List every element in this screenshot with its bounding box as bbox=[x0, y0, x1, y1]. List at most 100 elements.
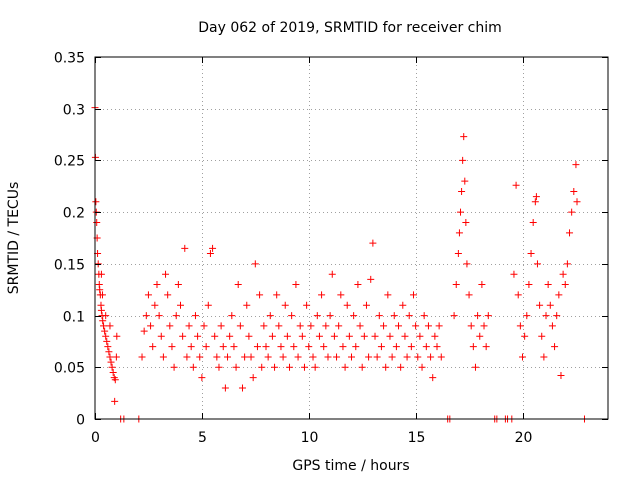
data-point bbox=[532, 193, 540, 201]
data-point bbox=[271, 363, 279, 371]
data-point bbox=[305, 343, 313, 351]
data-point bbox=[166, 322, 174, 330]
data-point bbox=[365, 353, 373, 361]
data-point bbox=[213, 353, 221, 361]
data-point bbox=[215, 363, 223, 371]
data-point bbox=[253, 343, 261, 351]
data-point bbox=[245, 332, 253, 340]
data-point bbox=[463, 260, 471, 268]
data-point bbox=[345, 332, 353, 340]
data-point bbox=[309, 353, 317, 361]
data-point bbox=[437, 353, 445, 361]
data-point bbox=[194, 332, 202, 340]
data-point bbox=[99, 317, 107, 325]
data-point bbox=[106, 353, 114, 361]
x-tick-label: 0 bbox=[91, 430, 100, 446]
data-point bbox=[102, 312, 110, 320]
data-point bbox=[283, 332, 291, 340]
data-point bbox=[322, 322, 330, 330]
data-point bbox=[435, 322, 443, 330]
data-point bbox=[538, 332, 546, 340]
data-point bbox=[450, 312, 458, 320]
data-point bbox=[521, 332, 529, 340]
data-point bbox=[288, 312, 296, 320]
data-point bbox=[151, 301, 159, 309]
data-point bbox=[144, 291, 152, 299]
x-tick-label: 15 bbox=[408, 430, 426, 446]
data-point bbox=[107, 358, 115, 366]
data-point bbox=[424, 322, 432, 330]
data-point bbox=[94, 260, 102, 268]
data-point bbox=[460, 133, 468, 141]
data-point bbox=[219, 343, 227, 351]
data-point bbox=[206, 250, 214, 258]
data-point bbox=[249, 374, 257, 382]
data-point bbox=[382, 363, 390, 371]
data-point bbox=[465, 291, 473, 299]
data-point bbox=[514, 291, 522, 299]
data-point bbox=[209, 244, 217, 252]
data-point bbox=[113, 332, 121, 340]
data-point bbox=[454, 250, 462, 258]
data-point bbox=[202, 343, 210, 351]
data-point bbox=[462, 218, 470, 226]
data-point bbox=[533, 260, 541, 268]
data-point bbox=[174, 281, 182, 289]
data-point bbox=[162, 270, 170, 278]
data-point bbox=[228, 312, 236, 320]
data-point bbox=[138, 353, 146, 361]
data-point bbox=[371, 332, 379, 340]
data-point bbox=[168, 343, 176, 351]
data-point bbox=[384, 291, 392, 299]
data-point bbox=[525, 281, 533, 289]
data-point bbox=[256, 291, 264, 299]
data-point bbox=[392, 343, 400, 351]
data-point bbox=[529, 218, 537, 226]
data-point bbox=[307, 322, 315, 330]
data-point bbox=[298, 332, 306, 340]
data-point bbox=[484, 312, 492, 320]
data-point bbox=[531, 198, 539, 206]
data-point bbox=[416, 332, 424, 340]
data-point bbox=[101, 327, 109, 335]
data-point bbox=[98, 291, 106, 299]
data-point bbox=[362, 301, 370, 309]
data-point bbox=[111, 397, 119, 405]
data-point bbox=[142, 312, 150, 320]
data-point bbox=[273, 291, 281, 299]
data-point bbox=[157, 332, 165, 340]
x-tick-label: 20 bbox=[515, 430, 533, 446]
data-point bbox=[159, 353, 167, 361]
data-point bbox=[324, 353, 332, 361]
data-point bbox=[461, 177, 469, 185]
data-point bbox=[179, 332, 187, 340]
data-point bbox=[557, 372, 565, 380]
data-point bbox=[333, 353, 341, 361]
data-point bbox=[573, 198, 581, 206]
data-point bbox=[341, 363, 349, 371]
data-point bbox=[367, 275, 375, 283]
data-point bbox=[386, 332, 394, 340]
y-tick-label: 0.35 bbox=[54, 51, 85, 67]
data-point bbox=[251, 260, 259, 268]
data-point bbox=[555, 291, 563, 299]
data-point bbox=[277, 343, 285, 351]
data-point bbox=[311, 363, 319, 371]
data-point bbox=[258, 363, 266, 371]
data-point bbox=[422, 343, 430, 351]
data-point bbox=[559, 270, 567, 278]
data-point bbox=[102, 332, 110, 340]
data-point bbox=[108, 363, 116, 371]
axis-ticks: 0 0.05 0.1 0.15 0.2 0.25 0.3 0.35 0 5 10 15 20 bbox=[54, 51, 608, 446]
data-point bbox=[104, 343, 112, 351]
data-point bbox=[478, 281, 486, 289]
data-point bbox=[433, 343, 441, 351]
data-point bbox=[482, 343, 490, 351]
data-point bbox=[540, 353, 548, 361]
data-point bbox=[294, 353, 302, 361]
data-point bbox=[292, 281, 300, 289]
data-point bbox=[360, 332, 368, 340]
data-point bbox=[510, 270, 518, 278]
data-point bbox=[395, 322, 403, 330]
x-tick-label: 10 bbox=[301, 430, 319, 446]
